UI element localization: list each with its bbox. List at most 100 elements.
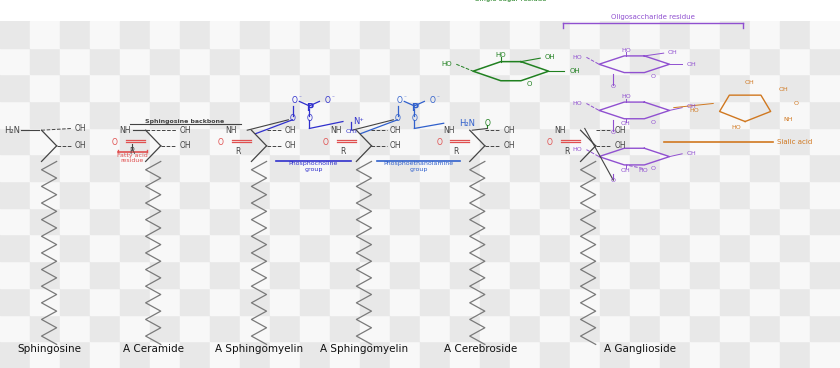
Bar [660,234,690,261]
Bar [360,341,391,368]
Bar [630,154,660,181]
Text: OH: OH [779,87,789,92]
Text: OH: OH [621,121,631,127]
Bar [450,21,480,47]
Bar [600,21,630,47]
Bar [30,208,60,234]
Bar [60,74,91,101]
Bar [540,74,570,101]
Bar [240,181,270,208]
Bar [30,315,60,341]
Bar [181,234,210,261]
Text: A Sphingomyelin: A Sphingomyelin [320,344,408,354]
Bar [810,154,840,181]
Text: O: O [650,166,655,171]
Text: H₂N: H₂N [459,119,475,128]
Bar [300,21,330,47]
Bar [660,181,690,208]
Text: R: R [235,146,241,156]
Bar [270,341,300,368]
Bar [420,234,450,261]
Bar [570,234,600,261]
Bar [570,181,600,208]
Bar [391,101,420,128]
Bar [600,288,630,315]
Bar [120,181,150,208]
Bar [510,288,540,315]
Bar [0,288,30,315]
Bar [810,341,840,368]
Bar [690,21,720,47]
Bar [210,341,240,368]
Bar [30,341,60,368]
Bar [330,101,360,128]
Bar [750,261,780,288]
Bar [391,208,420,234]
Text: ⁻: ⁻ [437,97,440,102]
Bar [120,154,150,181]
Bar [120,74,150,101]
Bar [780,181,810,208]
Bar [420,288,450,315]
Bar [690,74,720,101]
Bar [330,288,360,315]
Bar [60,288,91,315]
Bar [660,261,690,288]
Text: Fatty acid
residue: Fatty acid residue [117,153,148,163]
Bar [630,315,660,341]
Bar [420,154,450,181]
Bar [240,21,270,47]
Bar [120,315,150,341]
Bar [480,154,510,181]
Bar [660,47,690,74]
Bar [330,208,360,234]
Bar [540,128,570,154]
Text: OH: OH [285,141,297,150]
Text: O: O [611,130,616,135]
Bar [91,208,120,234]
Text: Sphingosine backbone: Sphingosine backbone [145,119,225,124]
Bar [720,208,750,234]
Bar [450,315,480,341]
Text: HO: HO [638,168,648,173]
Bar [330,181,360,208]
Bar [450,234,480,261]
Bar [181,21,210,47]
Bar [750,154,780,181]
Bar [810,181,840,208]
Bar [91,315,120,341]
Text: HO: HO [732,125,742,130]
Bar [150,234,181,261]
Bar [210,261,240,288]
Bar [391,315,420,341]
Bar [450,47,480,74]
Bar [630,261,660,288]
Bar [600,208,630,234]
Bar [720,234,750,261]
Bar [270,208,300,234]
Bar [780,47,810,74]
Bar [510,261,540,288]
Bar [510,181,540,208]
Bar [30,101,60,128]
Bar [420,261,450,288]
Bar [330,315,360,341]
Text: O: O [527,81,532,87]
Bar [60,154,91,181]
Text: NH: NH [330,126,341,135]
Bar [91,181,120,208]
Text: OH: OH [621,168,631,173]
Bar [780,234,810,261]
Text: P: P [411,103,417,113]
Text: OH: OH [285,126,297,135]
Bar [540,21,570,47]
Text: OH: OH [179,126,191,135]
Bar [210,315,240,341]
Text: R: R [564,146,570,156]
Bar [480,261,510,288]
Text: CH₃: CH₃ [345,129,357,134]
Bar [30,47,60,74]
Bar [480,288,510,315]
Text: A Ceramide: A Ceramide [123,344,184,354]
Bar [510,234,540,261]
